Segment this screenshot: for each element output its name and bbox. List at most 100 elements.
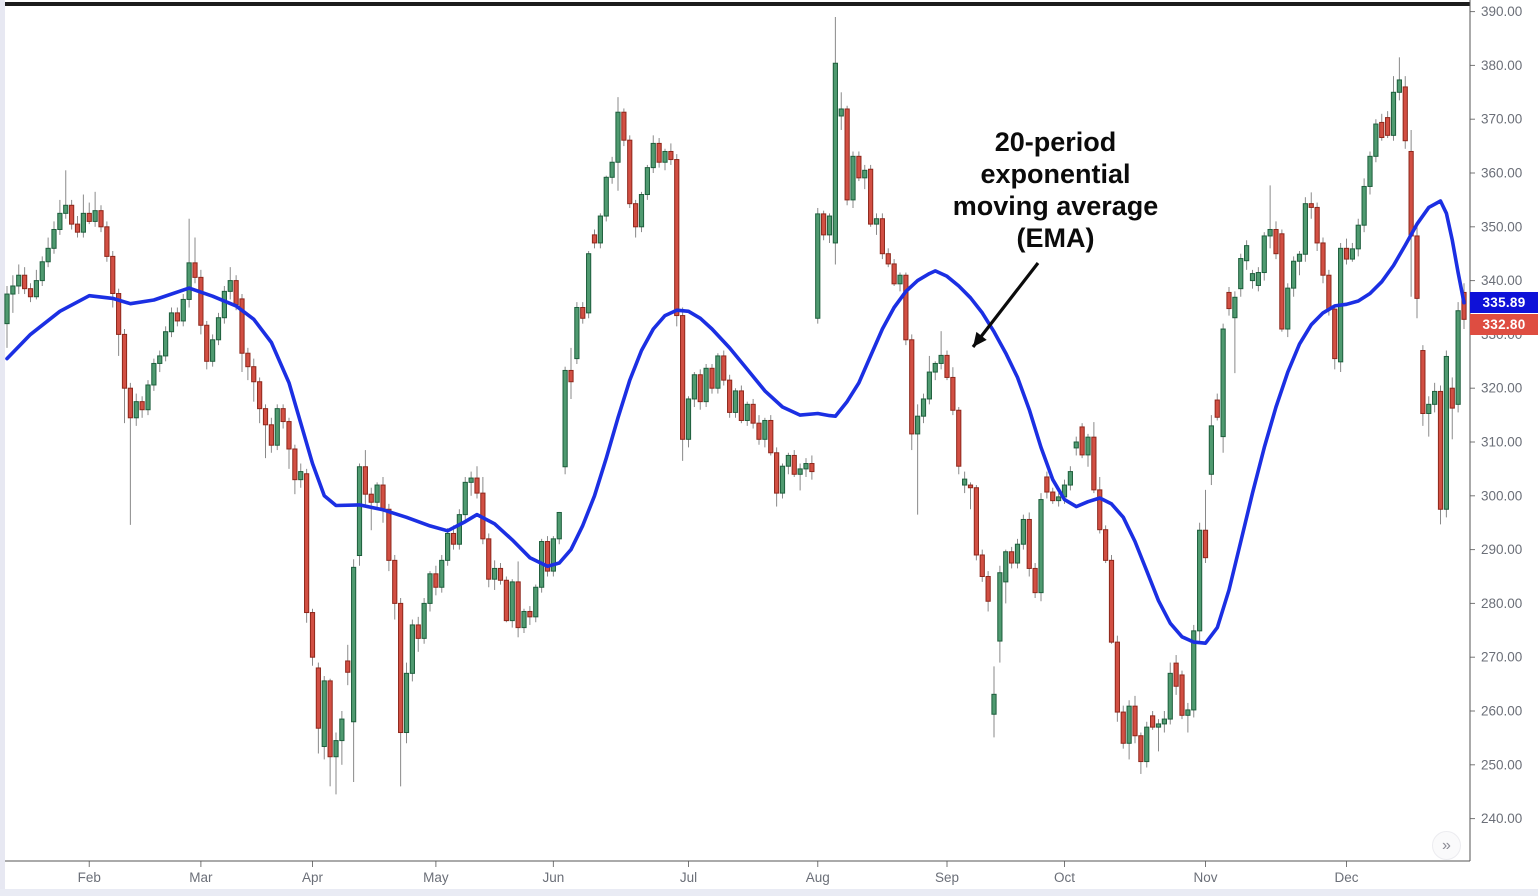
candle-body [868, 168, 874, 225]
candle-body [1285, 287, 1291, 330]
candle-body [1408, 150, 1414, 237]
candle-body [1120, 711, 1126, 744]
x-axis-label: Oct [1054, 870, 1075, 885]
expand-button[interactable]: » [1432, 831, 1461, 860]
candle-body [938, 354, 944, 364]
candle-body [356, 466, 363, 557]
candle-body [1150, 715, 1156, 728]
candle-body [27, 288, 34, 298]
candle-body [362, 466, 368, 495]
candle-body [609, 161, 615, 178]
candle-body [345, 660, 351, 673]
candle-body [233, 280, 239, 306]
candle-body [180, 298, 186, 322]
candle-body [145, 384, 151, 411]
candle-body [650, 142, 656, 169]
candle-body [92, 210, 98, 222]
candle-body [1056, 496, 1062, 502]
candle-body [732, 390, 739, 413]
candle-body [321, 680, 327, 748]
candle-body [474, 477, 480, 494]
candle-body [1114, 641, 1120, 713]
candle-body [439, 559, 445, 588]
candle-body [638, 194, 645, 228]
candle-body [685, 398, 692, 440]
candle-body [133, 401, 139, 419]
candle-body [198, 276, 204, 326]
candle-body [1396, 79, 1402, 93]
candle-body [1349, 248, 1355, 260]
candle-body [1414, 235, 1420, 299]
candle-body [550, 538, 556, 572]
candle-body [1455, 310, 1461, 405]
candle-body [909, 339, 915, 435]
candle-body [163, 331, 169, 357]
y-axis-label: 280.00 [1481, 596, 1522, 611]
candle-body [427, 573, 433, 604]
candle-body [885, 253, 891, 265]
candle-body [403, 672, 410, 734]
candle-body [997, 572, 1003, 642]
candle-body [1009, 551, 1015, 564]
candle-body [850, 155, 856, 201]
candle-body [462, 481, 468, 516]
candle-body [368, 493, 374, 503]
candle-body [1426, 403, 1432, 414]
candle-body [562, 369, 568, 468]
candle-body [844, 108, 850, 201]
candle-body [116, 293, 122, 335]
candle-body [709, 367, 715, 389]
x-axis-label: Nov [1193, 870, 1217, 885]
candle-body [1291, 260, 1297, 289]
annotation-arrowhead [973, 331, 987, 347]
x-axis-label: Feb [78, 870, 101, 885]
candle-body [186, 262, 192, 300]
candle-body [721, 355, 727, 381]
candle-body [879, 218, 885, 255]
candle-body [750, 403, 756, 424]
window-top-bar [5, 2, 1470, 6]
candle-body [1232, 296, 1238, 319]
candle-body [1420, 350, 1426, 414]
candle-body [774, 452, 780, 494]
candle-body [1249, 273, 1256, 282]
candle-body [521, 610, 527, 629]
candle-body [697, 374, 703, 403]
annotation-line: moving average [952, 191, 1159, 221]
last-price-label: 332.80 [1470, 314, 1538, 336]
candle-body [656, 142, 662, 163]
annotation-line: exponential [980, 159, 1131, 189]
candle-body [703, 367, 709, 403]
candle-body [838, 108, 844, 117]
candle-body [1161, 718, 1167, 725]
candle-body [1320, 242, 1326, 276]
candle-body [1050, 491, 1056, 502]
candle-body [215, 317, 222, 341]
candle-body [80, 212, 86, 233]
candle-body [1279, 233, 1285, 330]
candle-body [979, 554, 985, 577]
candle-body [591, 234, 598, 244]
candle-body [1373, 123, 1379, 157]
candle-body [680, 315, 686, 440]
candle-body [1361, 185, 1367, 226]
candle-body [392, 559, 398, 604]
candle-body [1437, 390, 1444, 510]
candle-body [662, 150, 668, 163]
candle-body [580, 307, 586, 319]
candle-body [1255, 272, 1261, 286]
candle-body [63, 204, 69, 214]
candle-body [815, 213, 821, 319]
candle-body [227, 280, 233, 292]
candle-body [409, 624, 415, 674]
candle-body [110, 255, 116, 295]
candle-body [221, 290, 227, 319]
ema-price-label: 335.89 [1470, 292, 1538, 314]
y-axis-label: 360.00 [1481, 166, 1522, 181]
candle-body [556, 511, 562, 540]
candle-body [1197, 529, 1203, 632]
candle-body [1296, 253, 1303, 262]
candle-body [1126, 705, 1132, 744]
